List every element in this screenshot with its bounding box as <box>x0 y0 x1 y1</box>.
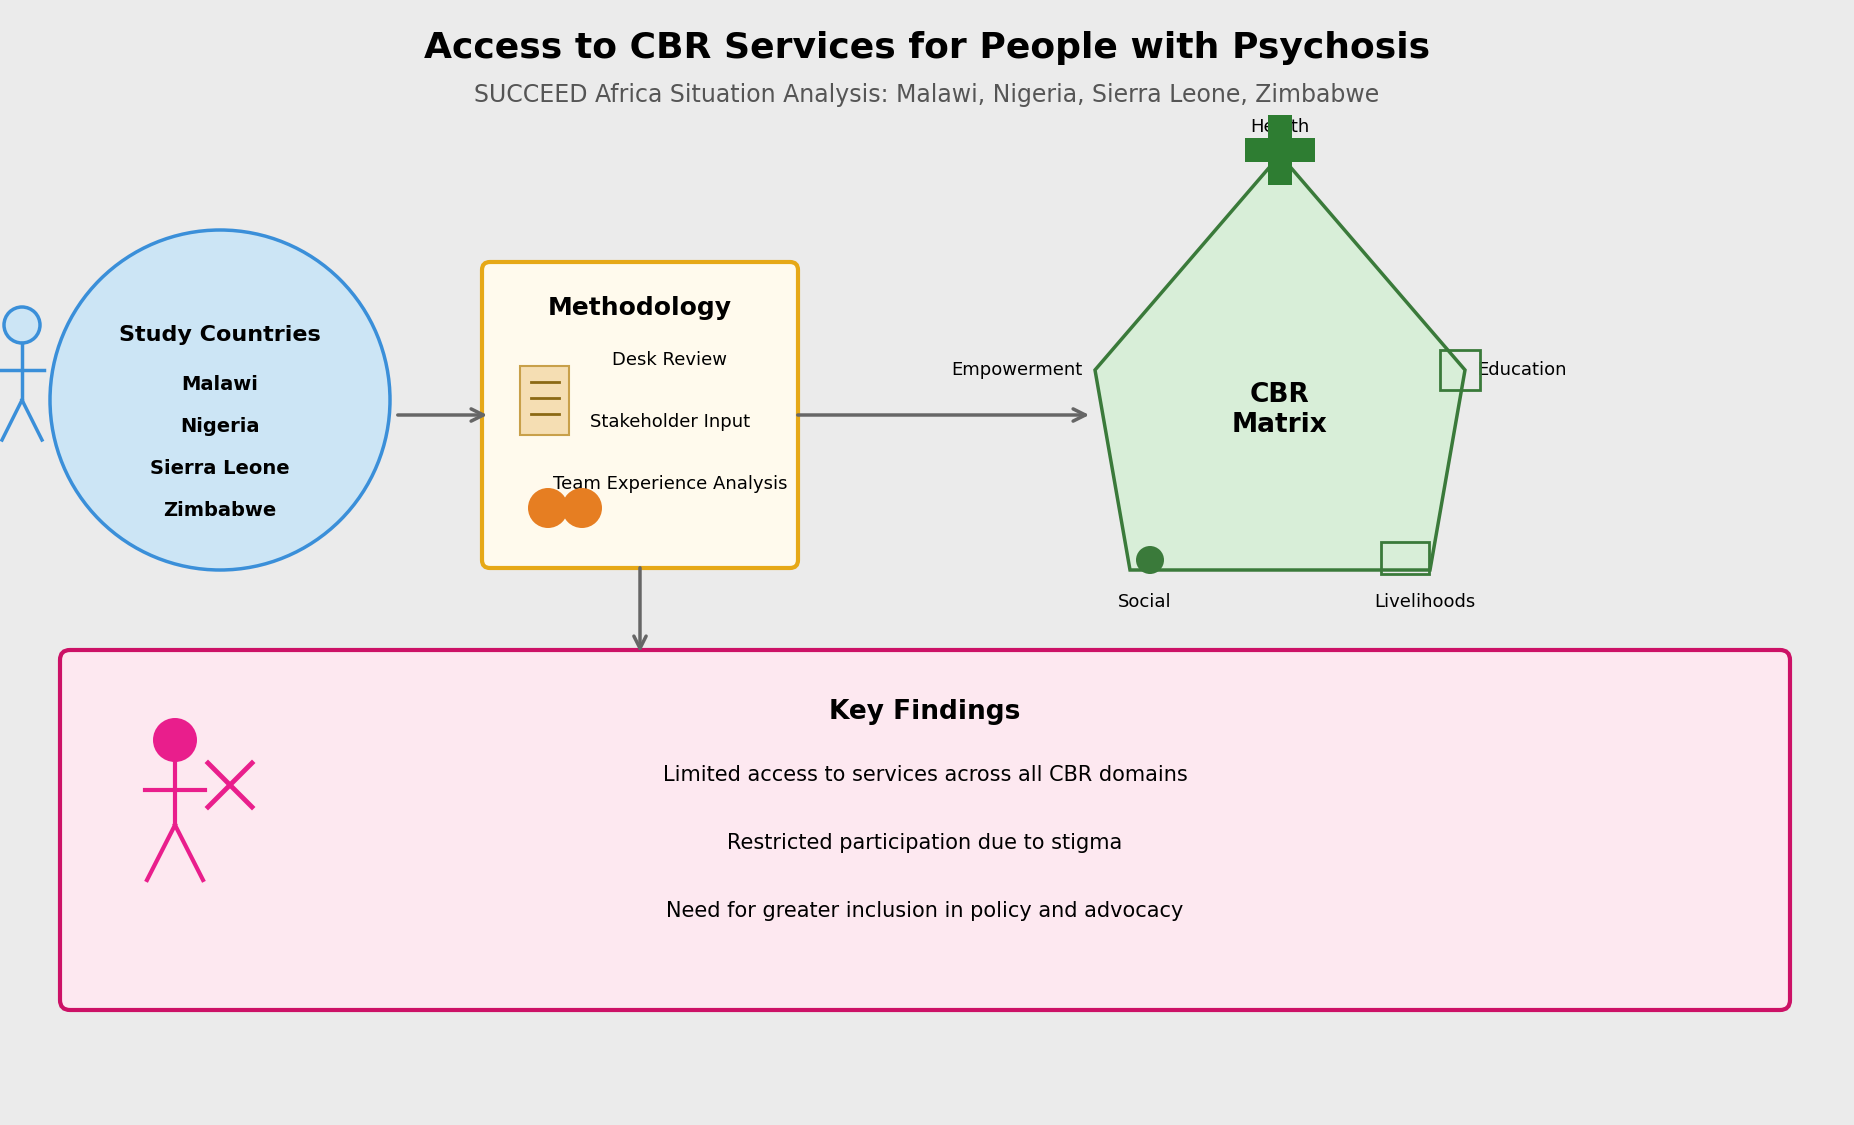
Text: Sierra Leone: Sierra Leone <box>150 459 289 478</box>
Text: SUCCEED Africa Situation Analysis: Malawi, Nigeria, Sierra Leone, Zimbabwe: SUCCEED Africa Situation Analysis: Malaw… <box>475 83 1379 107</box>
Text: Need for greater inclusion in policy and advocacy: Need for greater inclusion in policy and… <box>666 901 1183 921</box>
Text: CBR
Matrix: CBR Matrix <box>1233 382 1327 438</box>
Text: Methodology: Methodology <box>549 296 732 319</box>
Circle shape <box>50 229 389 570</box>
Text: Malawi: Malawi <box>182 376 258 395</box>
Text: Access to CBR Services for People with Psychosis: Access to CBR Services for People with P… <box>425 32 1429 65</box>
Text: Restricted participation due to stigma: Restricted participation due to stigma <box>727 832 1124 853</box>
FancyBboxPatch shape <box>482 262 797 568</box>
Text: Empowerment: Empowerment <box>951 361 1083 379</box>
Text: Nigeria: Nigeria <box>180 417 260 436</box>
Text: Livelihoods: Livelihoods <box>1374 593 1476 611</box>
Text: Desk Review: Desk Review <box>612 351 727 369</box>
Text: Key Findings: Key Findings <box>829 699 1022 724</box>
Polygon shape <box>1096 155 1465 570</box>
Circle shape <box>528 488 567 528</box>
Text: Health: Health <box>1250 118 1309 136</box>
Circle shape <box>4 307 41 343</box>
FancyBboxPatch shape <box>1246 138 1314 162</box>
FancyBboxPatch shape <box>1268 115 1292 184</box>
Text: Limited access to services across all CBR domains: Limited access to services across all CB… <box>662 765 1187 785</box>
FancyBboxPatch shape <box>521 366 569 434</box>
Text: Education: Education <box>1478 361 1567 379</box>
Text: Stakeholder Input: Stakeholder Input <box>590 413 751 431</box>
Circle shape <box>1137 546 1164 574</box>
FancyBboxPatch shape <box>59 650 1789 1010</box>
Text: Study Countries: Study Countries <box>119 325 321 345</box>
Text: Zimbabwe: Zimbabwe <box>163 502 276 521</box>
Circle shape <box>154 718 197 762</box>
Text: Social: Social <box>1118 593 1172 611</box>
Circle shape <box>562 488 603 528</box>
Text: Team Experience Analysis: Team Experience Analysis <box>552 475 788 493</box>
